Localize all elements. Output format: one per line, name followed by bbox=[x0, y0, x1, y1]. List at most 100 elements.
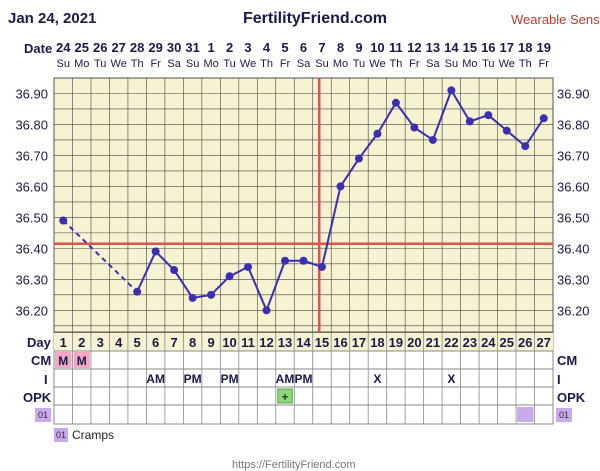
day-row-bg bbox=[54, 333, 553, 351]
cycle-day-label: 4 bbox=[115, 335, 123, 350]
opk-row-label-right: OPK bbox=[557, 390, 586, 405]
y-tick-label: 36.50 bbox=[15, 210, 48, 225]
temperature-segment bbox=[210, 275, 231, 296]
intercourse-label: PM bbox=[221, 372, 239, 386]
cycle-day-label: 24 bbox=[481, 335, 496, 350]
cycle-day-label: 21 bbox=[426, 335, 440, 350]
cycle-day-label: 25 bbox=[500, 335, 514, 350]
date-label: 18 bbox=[518, 40, 533, 55]
cycle-day-label: 20 bbox=[407, 335, 421, 350]
intercourse-label: PM bbox=[184, 372, 202, 386]
temperature-point bbox=[373, 129, 382, 138]
weekday-label: Mo bbox=[203, 58, 219, 70]
cm-row-label-right: CM bbox=[557, 353, 578, 368]
temperature-point bbox=[151, 247, 160, 256]
temperature-segment bbox=[358, 133, 379, 160]
temperature-point bbox=[170, 266, 179, 275]
weekday-label: Tu bbox=[223, 58, 236, 70]
temperature-segment bbox=[506, 129, 526, 147]
y-tick-label: 36.70 bbox=[15, 148, 48, 163]
cycle-day-label: 16 bbox=[333, 335, 347, 350]
cycle-day-label: 9 bbox=[207, 335, 214, 350]
opk-row-label: OPK bbox=[23, 390, 52, 405]
intercourse-label: X bbox=[447, 372, 455, 386]
temperature-segment bbox=[62, 219, 138, 293]
temperature-point bbox=[521, 142, 530, 151]
site-name[interactable]: FertilityFriend.com bbox=[243, 10, 388, 27]
date-label: 14 bbox=[444, 40, 459, 55]
intercourse-label: X bbox=[373, 372, 381, 386]
date-row-label: Date bbox=[24, 41, 53, 56]
temperature-point bbox=[317, 262, 326, 271]
cycle-day-label: 17 bbox=[352, 335, 366, 350]
weekday-label: Mo bbox=[332, 58, 349, 70]
temperature-point bbox=[410, 123, 419, 132]
temperature-point bbox=[188, 293, 197, 302]
y-tick-label: 36.20 bbox=[15, 303, 48, 318]
symptom-cell bbox=[517, 407, 534, 422]
temperature-segment bbox=[173, 269, 194, 299]
legend-code: 01 bbox=[54, 428, 68, 442]
cycle-day-label: 3 bbox=[97, 335, 104, 350]
weekday-label: Su bbox=[185, 58, 200, 70]
cycle-day-label: 7 bbox=[171, 335, 178, 350]
opk-cell bbox=[277, 388, 293, 404]
temperature-point bbox=[262, 306, 271, 315]
date-label: 30 bbox=[166, 40, 182, 55]
cm-cell bbox=[55, 352, 72, 368]
temperature-point bbox=[391, 98, 400, 107]
date-label: 8 bbox=[336, 40, 345, 55]
date-label: 1 bbox=[207, 40, 215, 55]
temperature-point bbox=[502, 126, 511, 135]
date-label: 11 bbox=[389, 40, 403, 55]
footer-url[interactable]: https://FertilityFriend.com bbox=[232, 459, 356, 471]
cm-row-label: CM bbox=[31, 353, 52, 368]
y-tick-label: 36.80 bbox=[15, 117, 48, 132]
date-label: 6 bbox=[299, 40, 308, 55]
weekday-label: Fr bbox=[409, 58, 420, 70]
weekday-label: Su bbox=[56, 58, 70, 70]
intercourse-label: PM bbox=[295, 372, 313, 386]
y-tick-label: 36.40 bbox=[15, 241, 48, 256]
weekday-label: Th bbox=[389, 58, 403, 70]
date-label: 3 bbox=[244, 40, 252, 55]
wearable-sensor-label: Wearable Senso bbox=[511, 12, 600, 27]
date-label: 17 bbox=[499, 40, 515, 55]
date-label: 4 bbox=[262, 40, 271, 55]
temperature-point bbox=[336, 182, 345, 191]
symptom-code-right: 01 bbox=[556, 408, 572, 422]
temperature-segment bbox=[154, 250, 175, 271]
intercourse-row-label: I bbox=[44, 372, 48, 387]
y-tick-label-right: 36.60 bbox=[557, 179, 590, 194]
date-label: 5 bbox=[281, 40, 289, 55]
intercourse-row-label-right: I bbox=[557, 372, 561, 387]
date-label: 15 bbox=[462, 40, 478, 55]
cycle-day-label: 23 bbox=[463, 335, 477, 350]
weekday-label: Fr bbox=[150, 58, 161, 70]
weekday-label: Sa bbox=[167, 58, 181, 70]
weekday-label: Fr bbox=[279, 58, 291, 70]
temperature-segment bbox=[339, 157, 360, 187]
cycle-day-label: 12 bbox=[259, 335, 273, 350]
y-tick-label-right: 36.70 bbox=[557, 148, 590, 163]
weekday-label: Tu bbox=[93, 58, 107, 70]
weekday-label: Tu bbox=[352, 58, 366, 70]
intercourse-label: AM bbox=[146, 372, 165, 386]
cm-label: M bbox=[58, 354, 68, 368]
temperature-point bbox=[447, 86, 456, 95]
weekday-label: Sa bbox=[296, 58, 311, 70]
temperature-segment bbox=[524, 117, 545, 147]
temperature-segment bbox=[487, 114, 508, 132]
temperature-segment bbox=[450, 89, 471, 122]
y-tick-label-right: 36.90 bbox=[557, 86, 590, 101]
temperature-point bbox=[281, 256, 290, 265]
y-tick-label-right: 36.40 bbox=[557, 241, 590, 256]
temperature-segment bbox=[136, 251, 157, 293]
date-label: 2 bbox=[225, 40, 234, 55]
weekday-label: Th bbox=[518, 58, 532, 70]
cycle-day-label: 13 bbox=[278, 335, 292, 350]
cycle-day-label: 18 bbox=[370, 335, 384, 350]
chart-date: Jan 24, 2021 bbox=[8, 10, 97, 27]
date-label: 13 bbox=[425, 40, 441, 55]
